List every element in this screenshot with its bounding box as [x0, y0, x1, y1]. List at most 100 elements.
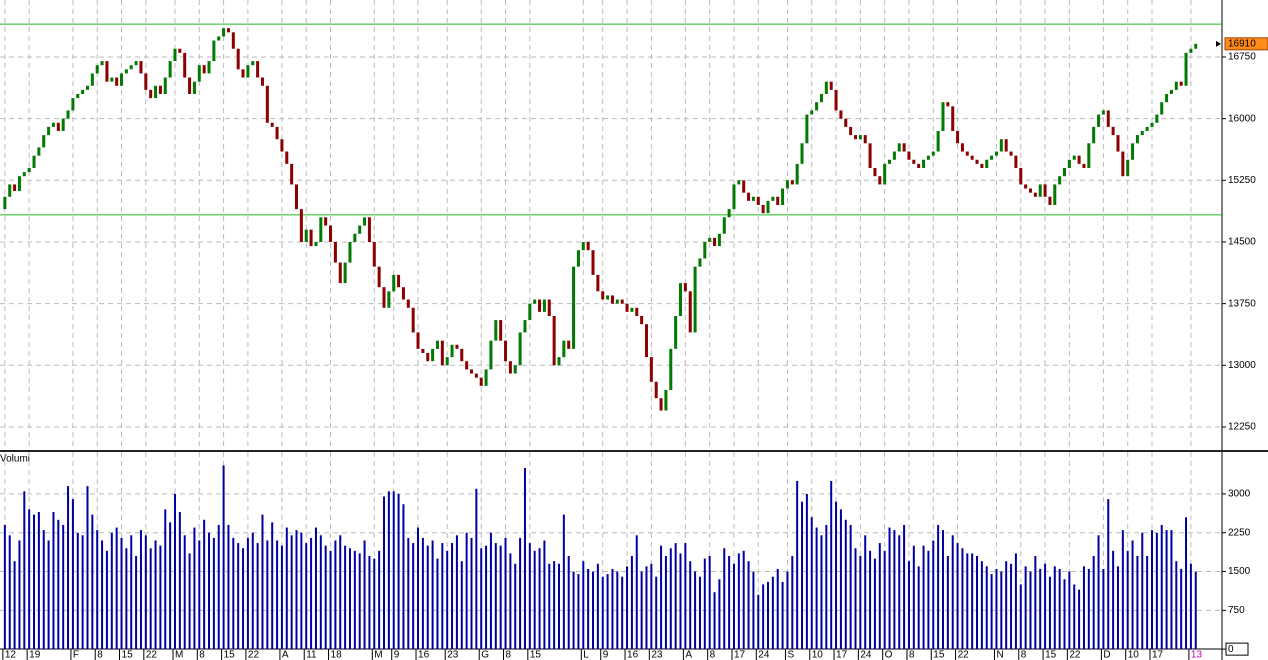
volume-bar [849, 524, 852, 650]
candle [105, 61, 109, 82]
candle [601, 291, 605, 300]
candle [878, 176, 882, 185]
volume-bar [796, 480, 799, 650]
candle [1097, 114, 1101, 127]
candle [202, 65, 206, 74]
volume-bar [280, 545, 283, 650]
volume-bar [499, 545, 502, 650]
volume-bar [130, 535, 133, 650]
candle [1140, 130, 1144, 136]
candle [1131, 143, 1135, 160]
candle [499, 320, 503, 341]
candle [158, 85, 162, 94]
last-price-arrow [1216, 40, 1221, 47]
volume-bar [188, 553, 191, 650]
volume-bar [990, 574, 993, 650]
volume-bar [212, 537, 215, 650]
candle [620, 299, 624, 304]
volume-bar [470, 537, 473, 650]
x-tick-label: 22 [146, 650, 158, 660]
candle [542, 299, 546, 312]
candle [1033, 192, 1037, 197]
volume-bar [271, 522, 274, 650]
volume-bar [907, 561, 910, 650]
volume-bar [1034, 556, 1037, 650]
x-tick-label: 10 [812, 650, 824, 660]
volume-bar [557, 563, 560, 650]
volume-bar [1082, 566, 1085, 650]
candle [713, 237, 717, 247]
candle [435, 340, 439, 349]
x-tick-label: S [787, 650, 794, 660]
candle [382, 287, 386, 308]
x-tick-label: 17 [1152, 650, 1164, 660]
candle [251, 61, 255, 66]
volume-bar [169, 522, 172, 650]
candle [649, 357, 653, 382]
volume-bar [115, 527, 118, 650]
candle [81, 89, 85, 94]
volume-bar [961, 548, 964, 650]
volume-bar [523, 468, 526, 650]
candle [192, 81, 196, 94]
candle [168, 61, 172, 78]
x-tick-label: 9 [394, 650, 400, 660]
candle [183, 52, 187, 78]
candle [319, 217, 323, 242]
volume-bar [742, 550, 745, 650]
volume-bar [864, 535, 867, 650]
volume-bar [86, 486, 89, 650]
volume-bar [154, 540, 157, 650]
volume-bar [732, 563, 735, 650]
volume-bar [1097, 535, 1100, 650]
volume-bar [392, 491, 395, 650]
candle [640, 315, 644, 325]
x-tick-label: 22 [248, 650, 260, 660]
candle [523, 320, 527, 333]
candle [912, 159, 916, 164]
volume-bar [52, 512, 55, 650]
x-tick-label: 8 [909, 650, 915, 660]
volume-bar [995, 568, 998, 650]
x-tick-label: L [583, 650, 589, 660]
volume-bar [903, 524, 906, 650]
candle [722, 217, 726, 234]
candle [946, 102, 950, 107]
volume-bar [139, 530, 142, 650]
candle [260, 77, 264, 86]
volume-bar [674, 543, 677, 650]
y-tick-label: 15250 [1228, 175, 1256, 186]
candle [421, 348, 425, 353]
x-tick-label: 15 [122, 650, 134, 660]
candle [363, 217, 367, 226]
candle [810, 110, 814, 115]
volume-bar [465, 532, 468, 650]
candle [756, 196, 760, 205]
volume-bar [781, 581, 784, 650]
candle [703, 241, 707, 259]
y-tick-label: 2250 [1228, 527, 1251, 538]
candle [664, 389, 668, 411]
candle [897, 143, 901, 152]
candle [781, 188, 785, 205]
candle [902, 143, 906, 152]
volume-bar [577, 574, 580, 650]
candle [562, 340, 566, 358]
candle [110, 77, 114, 82]
candle [907, 151, 911, 160]
volume-bar [694, 571, 697, 650]
volume-bar [1073, 584, 1076, 650]
volume-bar [582, 561, 585, 650]
volume-bar [927, 550, 930, 650]
candle [212, 40, 216, 62]
volume-bar [1058, 568, 1061, 650]
candle [732, 184, 736, 210]
volume-bar [728, 556, 731, 650]
last-price-box [1224, 37, 1268, 51]
volume-bar [985, 566, 988, 650]
volume-bar [708, 556, 711, 650]
volume-bar [135, 556, 138, 650]
candle [338, 262, 342, 284]
volume-bar [125, 548, 128, 650]
